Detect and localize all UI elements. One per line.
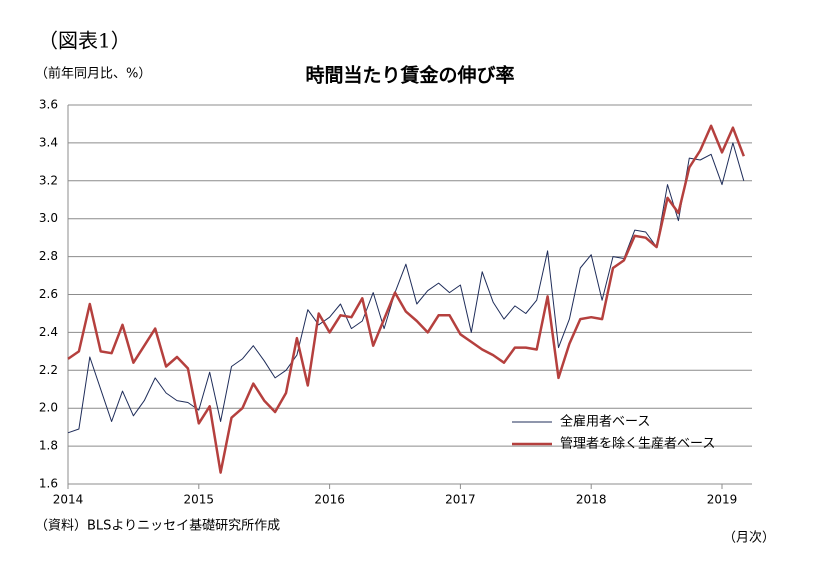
x-tick-label: 2015 [184,493,215,507]
y-tick-label: 2.4 [39,325,58,339]
x-tick-label: 2017 [445,493,476,507]
chart-title: 時間当たり賃金の伸び率 [305,64,514,87]
y-tick-label: 2.2 [39,363,58,377]
legend-label: 管理者を除く生産者ベース [560,436,715,452]
y-axis-label: （前年同月比、%） [35,66,151,82]
y-tick-label: 2.8 [39,249,58,263]
x-axis-label: （月次） [723,530,775,546]
source: （資料）BLSよりニッセイ基礎研究所作成 [35,519,280,534]
y-tick-label: 3.6 [39,98,58,112]
y-tick-label: 1.8 [39,439,58,453]
y-tick-label: 2.6 [39,287,58,301]
legend-label: 全雇用者ベース [560,414,650,430]
y-tick-label: 1.6 [39,477,58,491]
series-line [67,124,745,474]
x-tick-label: 2018 [576,493,607,507]
x-tick-label: 2016 [314,493,345,507]
figure-label: （図表1） [38,29,131,53]
x-tick-label: 2014 [53,493,84,507]
y-tick-label: 3.4 [39,135,58,149]
y-tick-label: 2.0 [39,401,58,415]
y-tick-label: 3.2 [39,173,58,187]
y-tick-label: 3.0 [39,211,58,225]
x-tick-label: 2019 [707,493,738,507]
series-line [67,142,745,434]
